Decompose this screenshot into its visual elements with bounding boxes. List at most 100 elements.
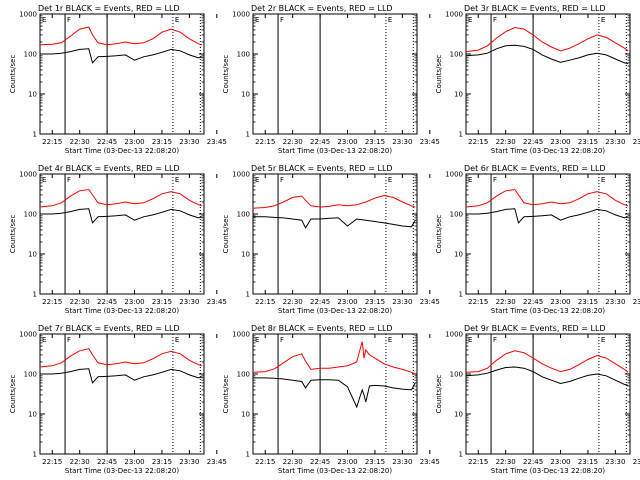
x-tick-label: 23:45 [207, 138, 227, 146]
series-line-events [40, 368, 203, 384]
y-axis-label: Counts/sec [222, 375, 230, 414]
x-tick-label: 23:30 [179, 138, 199, 146]
marker-label: E [468, 336, 472, 344]
series-line-events [40, 48, 203, 64]
y-tick-label: 1000 [232, 331, 250, 339]
panel-title: Det 3r BLACK = Events, RED = LLD [464, 4, 606, 13]
y-axis-label: Counts/sec [9, 55, 17, 94]
x-tick-label: 23:30 [605, 138, 625, 146]
y-tick-label: 100 [237, 211, 250, 219]
x-tick-label: 22:30 [70, 138, 90, 146]
x-tick-label: 22:30 [283, 298, 303, 306]
y-tick-label: 1000 [445, 11, 463, 19]
marker-label: F [280, 16, 284, 24]
x-tick-label: 23:00 [124, 138, 144, 146]
x-tick-label: 22:30 [283, 458, 303, 466]
panel-title: Det 7r BLACK = Events, RED = LLD [38, 324, 180, 333]
series-line-lld [465, 350, 629, 373]
y-axis-label: Counts/sec [222, 55, 230, 94]
x-tick-label: 23:15 [152, 458, 172, 466]
y-tick-label: 10 [454, 251, 463, 259]
x-tick-label: 22:15 [468, 298, 488, 306]
marker-label: E [175, 16, 179, 24]
y-tick-label: 100 [237, 51, 250, 59]
x-tick-label: 23:00 [550, 138, 570, 146]
marker-label: E [601, 16, 605, 24]
series-line-events [253, 216, 416, 229]
plot-frame [465, 333, 631, 455]
plot-frame [465, 13, 631, 135]
y-tick-label: 1 [33, 131, 37, 139]
x-tick-label: 23:15 [365, 458, 385, 466]
y-axis-label: Counts/sec [435, 55, 443, 94]
x-axis-label: Start Time (03-Dec-13 22:08:20) [278, 467, 392, 475]
panel-title: Det 4r BLACK = Events, RED = LLD [38, 164, 180, 173]
y-tick-label: 1 [246, 291, 250, 299]
x-axis-label: Start Time (03-Dec-13 22:08:20) [278, 307, 392, 315]
plot-frame [465, 173, 631, 295]
marker-label: F [493, 16, 497, 24]
x-tick-label: 23:00 [550, 298, 570, 306]
x-tick-label: 22:30 [70, 458, 90, 466]
marker-label: E [255, 176, 259, 184]
x-tick-label: 22:30 [70, 298, 90, 306]
y-tick-label: 1 [459, 451, 463, 459]
series-line-lld [39, 188, 203, 208]
marker-label: E [388, 176, 392, 184]
marker-label: E [468, 16, 472, 24]
x-tick-label: 22:15 [255, 458, 275, 466]
series-line-lld [252, 341, 416, 375]
x-tick-label: 22:15 [468, 138, 488, 146]
panel-title: Det 8r BLACK = Events, RED = LLD [251, 324, 393, 333]
x-tick-label: 23:15 [578, 298, 598, 306]
series-line-events [466, 208, 629, 224]
y-tick-label: 1000 [19, 11, 37, 19]
x-tick-label: 23:45 [633, 458, 640, 466]
y-tick-label: 100 [450, 211, 463, 219]
y-tick-label: 10 [28, 91, 37, 99]
x-tick-label: 22:15 [42, 458, 62, 466]
x-tick-label: 23:00 [124, 458, 144, 466]
x-axis-label: Start Time (03-Dec-13 22:08:20) [491, 467, 605, 475]
panel-title: Det 5r BLACK = Events, RED = LLD [251, 164, 393, 173]
series-line-lld [465, 26, 629, 53]
marker-label: F [493, 336, 497, 344]
marker-label: E [42, 176, 46, 184]
x-tick-label: 22:45 [310, 298, 330, 306]
y-tick-label: 100 [24, 51, 37, 59]
panel-title: Det 6r BLACK = Events, RED = LLD [464, 164, 606, 173]
x-tick-label: 23:45 [420, 138, 440, 146]
panel-title: Det 1r BLACK = Events, RED = LLD [38, 4, 180, 13]
y-tick-label: 10 [454, 91, 463, 99]
x-tick-label: 23:45 [207, 458, 227, 466]
plot-frame [39, 173, 205, 295]
marker-label: E [42, 336, 46, 344]
y-tick-label: 100 [24, 371, 37, 379]
x-tick-label: 22:45 [97, 138, 117, 146]
y-tick-label: 1000 [232, 11, 250, 19]
x-tick-label: 23:00 [124, 298, 144, 306]
marker-label: E [175, 176, 179, 184]
x-tick-label: 23:30 [392, 298, 412, 306]
plot-frame [252, 333, 418, 455]
x-tick-label: 23:30 [605, 298, 625, 306]
detector-panel-4: Det 4r BLACK = Events, RED = LLD 1 10 100 10… [9, 164, 227, 315]
x-tick-label: 23:30 [605, 458, 625, 466]
x-axis-label: Start Time (03-Dec-13 22:08:20) [491, 307, 605, 315]
x-axis-label: Start Time (03-Dec-13 22:08:20) [65, 307, 179, 315]
x-tick-label: 23:00 [337, 138, 357, 146]
x-tick-label: 23:15 [578, 458, 598, 466]
x-axis-label: Start Time (03-Dec-13 22:08:20) [278, 147, 392, 155]
series-line-events [465, 44, 629, 64]
x-tick-label: 22:45 [310, 138, 330, 146]
x-tick-label: 23:15 [152, 138, 172, 146]
detector-panel-8: Det 8r BLACK = Events, RED = LLD 1 10 100 10… [222, 324, 440, 475]
x-tick-label: 22:15 [468, 458, 488, 466]
detector-panel-9: Det 9r BLACK = Events, RED = LLD 1 10 100 10… [435, 324, 640, 475]
x-tick-label: 22:15 [255, 138, 275, 146]
y-axis-label: Counts/sec [435, 375, 443, 414]
y-tick-label: 100 [450, 371, 463, 379]
marker-label: E [601, 176, 605, 184]
x-tick-label: 22:45 [310, 458, 330, 466]
